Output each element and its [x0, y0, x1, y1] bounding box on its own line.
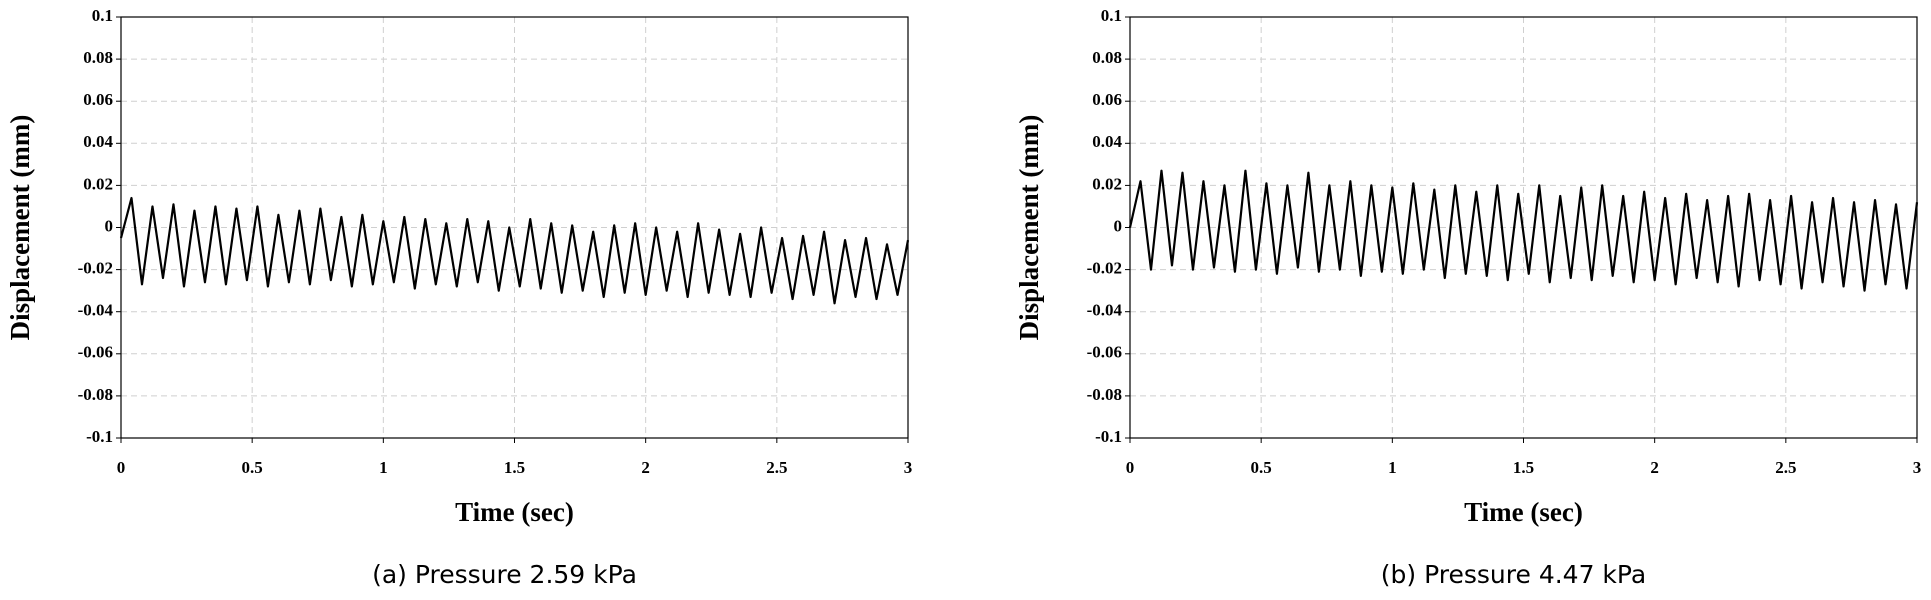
y-tick-label: 0.06 [83, 90, 113, 109]
y-tick-label: -0.06 [78, 343, 113, 362]
y-tick-label: 0.04 [83, 132, 113, 151]
y-tick-label: 0.08 [83, 48, 113, 67]
x-tick-label: 2 [641, 458, 650, 477]
y-tick-label: -0.04 [78, 301, 114, 320]
y-tick-label: -0.02 [78, 259, 113, 278]
y-tick-label: -0.1 [86, 427, 113, 446]
y-tick-label: 0.08 [1092, 48, 1122, 67]
y-tick-label: 0 [1114, 216, 1123, 235]
x-tick-label: 0.5 [1251, 458, 1272, 477]
x-tick-label: 1.5 [1513, 458, 1534, 477]
y-tick-label: 0.1 [1101, 6, 1122, 25]
caption: (b) Pressure 4.47 kPa [1381, 560, 1646, 589]
x-tick-label: 1.5 [504, 458, 525, 477]
y-tick-label: 0.04 [1092, 132, 1122, 151]
x-tick-label: 0 [117, 458, 126, 477]
x-tick-label: 1 [1388, 458, 1397, 477]
y-tick-label: -0.06 [1087, 343, 1122, 362]
x-axis-title: Time (sec) [455, 497, 574, 527]
x-tick-label: 2.5 [1775, 458, 1796, 477]
y-tick-label: 0.02 [1092, 174, 1122, 193]
plot-frame [120, 16, 909, 439]
data-line [119, 196, 910, 305]
y-tick-label: -0.08 [78, 385, 113, 404]
y-tick-label: 0.06 [1092, 90, 1122, 109]
y-tick-label: -0.02 [1087, 259, 1122, 278]
y-tick-label: -0.1 [1095, 427, 1122, 446]
y-axis-title: Displacement (mm) [5, 115, 35, 341]
y-tick-label: -0.08 [1087, 385, 1122, 404]
y-axis-title: Displacement (mm) [1014, 115, 1044, 341]
y-tick-label: 0 [105, 216, 114, 235]
x-tick-label: 1 [379, 458, 388, 477]
x-tick-label: 2.5 [766, 458, 787, 477]
y-tick-label: 0.02 [83, 174, 113, 193]
data-line [1128, 169, 1919, 292]
x-tick-label: 3 [904, 458, 913, 477]
x-tick-label: 3 [1913, 458, 1922, 477]
x-tick-label: 0.5 [242, 458, 263, 477]
y-tick-label: -0.04 [1087, 301, 1123, 320]
x-tick-label: 2 [1650, 458, 1659, 477]
caption: (a) Pressure 2.59 kPa [372, 560, 637, 589]
y-tick-label: 0.1 [92, 6, 113, 25]
x-tick-label: 0 [1126, 458, 1135, 477]
x-axis-title: Time (sec) [1464, 497, 1583, 527]
